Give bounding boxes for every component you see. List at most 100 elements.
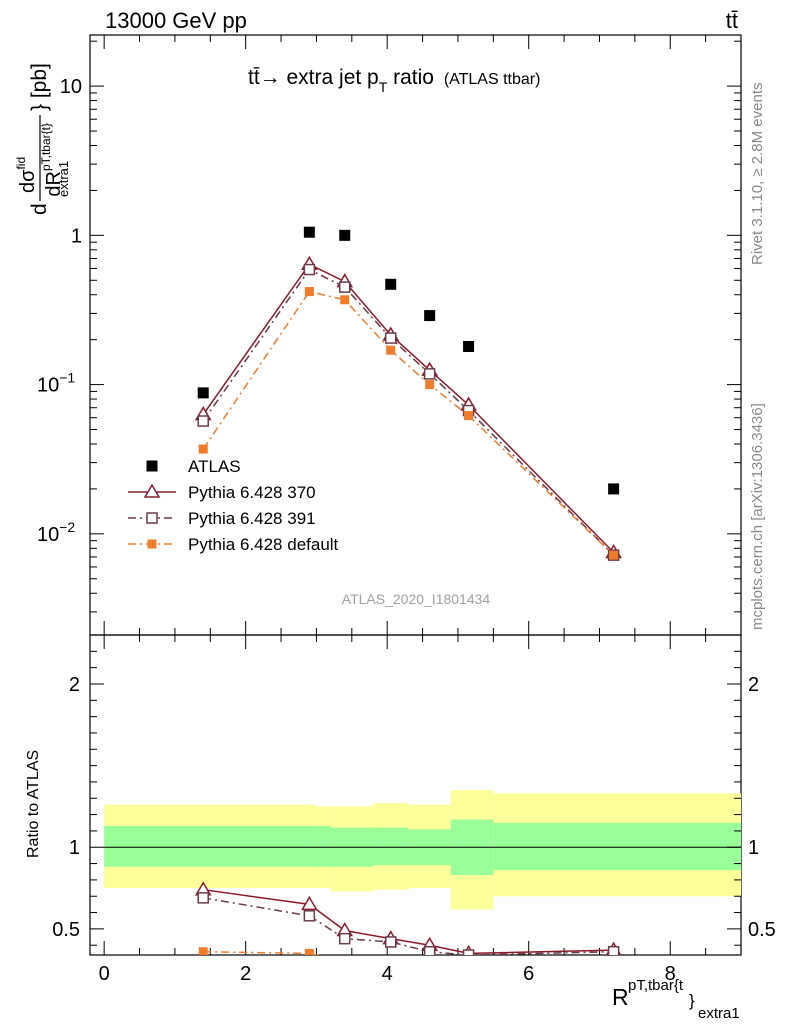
legend-label-2: Pythia 6.428 391: [188, 509, 316, 528]
main-point-series-3-1: [304, 287, 314, 297]
chart-title-tail: ratio: [387, 66, 434, 89]
chart-title: tt̄→ extra jet pT ratio (ATLAS ttbar): [248, 66, 540, 95]
rivet-label: Rivet 3.1.10, ≥ 2.8M events: [749, 83, 766, 266]
ratio-point-series-2-2: [338, 932, 351, 945]
main-ytick-label-2: 10−1: [37, 370, 75, 397]
ratio-point-series-3-0: [198, 947, 208, 955]
legend-marker-2: [146, 512, 158, 524]
x-tick-label-2: 4: [382, 963, 393, 985]
main-point-series-0-1: [303, 226, 315, 238]
main-point-series-2-1: [303, 263, 316, 276]
main-point-series-3-2: [340, 295, 350, 305]
main-point-series-0-0: [197, 387, 209, 399]
ratio-series: [194, 881, 622, 971]
main-ytick-label-base: 10: [37, 524, 59, 546]
x-tick-label-3: 6: [523, 963, 534, 985]
main-ylabel-den-sup: pT,tbar{t}: [39, 123, 53, 171]
legend-label-1: Pythia 6.428 370: [188, 483, 316, 502]
main-series: [194, 226, 622, 561]
main-point-series-0-5: [463, 340, 475, 352]
ratio-bands: [104, 790, 741, 910]
band-inner-3: [373, 827, 409, 866]
x-tick-label-0: 0: [99, 963, 110, 985]
main-point-series-0-2: [339, 229, 351, 241]
x-tick-label-4: 8: [665, 963, 676, 985]
ratio-line-series-1: [203, 888, 614, 955]
chart-title-sub: T: [379, 79, 388, 95]
main-point-series-0-4: [424, 310, 436, 322]
chart-title-main: tt̄→ extra jet p: [248, 66, 379, 89]
main-ylabel-num-text: dσ: [17, 169, 39, 193]
ratio-ytick-label-right-1: 1: [748, 837, 759, 859]
legend-label-0: ATLAS: [188, 457, 241, 476]
ratio-ylabel: Ratio to ATLAS: [25, 750, 42, 858]
main-point-series-2-3: [384, 332, 397, 344]
band-inner-6: [493, 822, 741, 871]
main-ylabel-num-sup: fid: [14, 157, 28, 170]
ratio-point-series-2-6: [607, 945, 620, 955]
ratio-line-series-3: [203, 950, 320, 955]
ratio-point-series-2-4: [423, 945, 436, 955]
x-axis-label: R pT,tbar{t } extra1: [612, 977, 740, 1022]
main-point-series-2-4: [423, 368, 436, 380]
main-ylabel-den: dRpT,tbar{t}extra1: [39, 123, 71, 197]
x-axis-label-sub: extra1: [698, 1005, 740, 1022]
main-point-series-3-5: [464, 411, 474, 421]
main-point-series-3-3: [386, 345, 396, 355]
main-ytick-label-base: 1: [71, 225, 82, 247]
x-axis-label-main: R: [612, 984, 629, 1010]
ratio-point-series-3-6: [609, 957, 618, 966]
legend-marker-3: [147, 539, 157, 549]
ratio-series-clipped: [194, 881, 622, 971]
main-ytick-label-exp: −2: [59, 519, 75, 535]
chart-title-small: (ATLAS ttbar): [444, 71, 541, 88]
band-inner-1: [316, 826, 331, 867]
main-ytick-label-3: 10−2: [37, 519, 75, 546]
main-point-series-0-6: [608, 483, 620, 495]
ratio-point-series-1-1: [301, 895, 318, 911]
analysis-watermark: ATLAS_2020_I1801434: [342, 591, 491, 607]
band-inner-0: [104, 826, 317, 867]
header-left: 13000 GeV pp: [105, 8, 247, 33]
main-ytick-label-base: 10: [37, 375, 59, 397]
main-ytick-label-1: 1: [71, 225, 82, 247]
ratio-axis-ticks: 0.5 0.5 1 1 2 2: [52, 650, 776, 946]
x-axis-label-brace: }: [689, 991, 695, 1010]
ratio-ytick-label-right-2: 2: [748, 674, 759, 696]
main-point-series-2-2: [338, 281, 351, 293]
main-ylabel-den-text: dR: [43, 171, 65, 197]
mcplots-label: mcplots.cern.ch [arXiv:1306.3436]: [749, 403, 766, 630]
ratio-ytick-label-right-0: 0.5: [748, 919, 776, 941]
main-point-series-0-3: [385, 278, 397, 290]
ratio-point-series-2-5: [462, 949, 475, 955]
ratio-ytick-label-left-0: 0.5: [52, 919, 80, 941]
ratio-point-series-3-5: [464, 962, 473, 971]
ratio-ytick-label-left-2: 2: [69, 674, 80, 696]
main-point-series-3-4: [425, 380, 435, 390]
ratio-point-series-2-1: [303, 910, 316, 922]
main-point-series-2-0: [197, 415, 209, 427]
ratio-point-series-3-1: [304, 948, 314, 955]
x-axis-ticks: 0 2 4 6 8: [99, 35, 707, 985]
main-ylabel-den-sub: extra1: [56, 161, 71, 197]
legend-label-3: Pythia 6.428 default: [188, 535, 339, 554]
x-axis-label-sup: pT,tbar{t: [628, 977, 684, 994]
main-ylabel-num: dσfid: [14, 157, 39, 193]
main-ytick-label-exp: −1: [59, 370, 75, 386]
main-point-series-3-6: [609, 550, 619, 560]
ratio-point-series-2-0: [197, 892, 209, 904]
main-ytick-label-0: 10: [60, 76, 82, 98]
legend-marker-1: [143, 483, 161, 498]
ratio-line-series-2: [203, 897, 614, 955]
main-ylabel-d: d: [28, 203, 51, 215]
main-ytick-label-base: 10: [60, 76, 82, 98]
x-tick-label-1: 2: [240, 963, 251, 985]
ratio-ytick-label-left-1: 1: [69, 837, 80, 859]
header-right: tt̄: [726, 8, 738, 33]
ratio-point-series-3-4: [425, 960, 434, 969]
legend: ATLAS Pythia 6.428 370 Pythia 6.428 391 Pyt…: [128, 457, 339, 554]
main-ylabel-unit: } [pb]: [28, 63, 51, 111]
